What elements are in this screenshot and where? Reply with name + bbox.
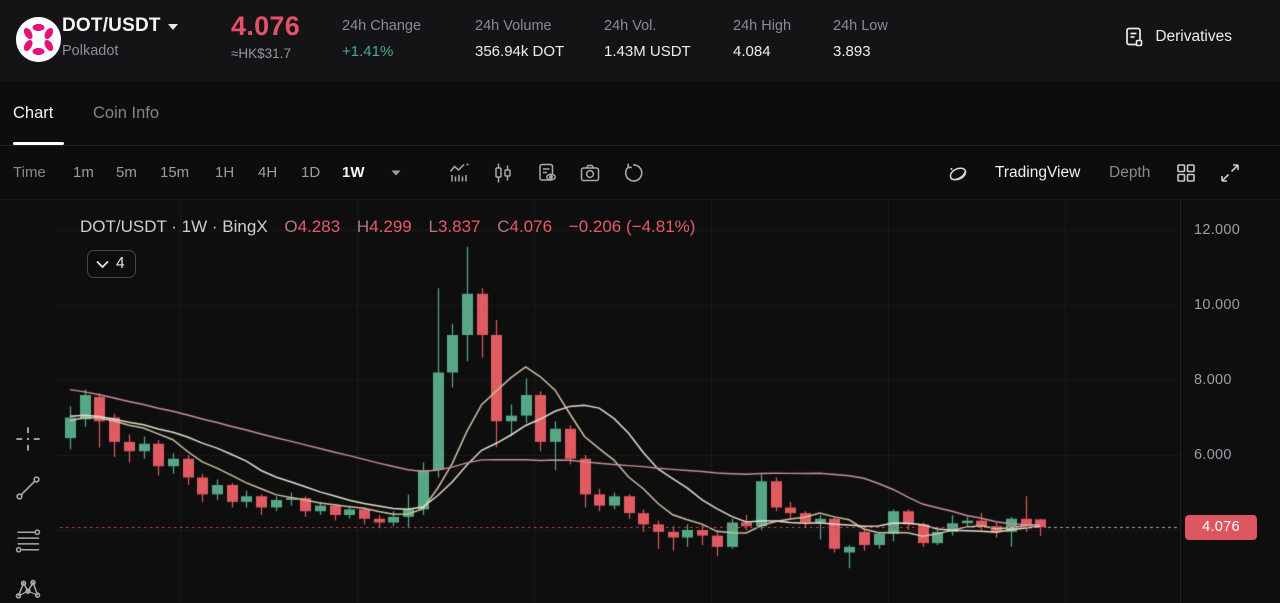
interval-15m[interactable]: 15m bbox=[160, 164, 190, 181]
stat-24h-vol-usdt: 24h Vol. 1.43M USDT bbox=[604, 18, 691, 60]
screenshot-icon[interactable] bbox=[579, 162, 601, 184]
legend-change: −0.206 (−4.81%) bbox=[568, 217, 696, 236]
pair-header: DOT/USDT Polkadot 4.076 ≈HK$31.7 24h Cha… bbox=[0, 0, 1280, 81]
derivatives-label: Derivatives bbox=[1155, 28, 1232, 45]
ohlc-close-label: C bbox=[497, 217, 510, 236]
xabcd-pattern-icon[interactable] bbox=[14, 576, 42, 603]
legend-title: DOT/USDT · 1W · BingX bbox=[80, 217, 268, 236]
interval-1w-active[interactable]: 1W bbox=[342, 164, 365, 181]
fullscreen-icon[interactable] bbox=[1219, 162, 1241, 184]
candlestick-chart[interactable] bbox=[56, 200, 1180, 603]
chart-provider-depth[interactable]: Depth bbox=[1109, 163, 1151, 181]
axis-tick: 10.000 bbox=[1194, 297, 1241, 313]
ohlc-high-label: H bbox=[356, 217, 370, 236]
axis-tick: 12.000 bbox=[1194, 222, 1241, 238]
reset-icon[interactable] bbox=[622, 162, 644, 184]
crosshair-icon[interactable] bbox=[14, 425, 42, 453]
indicators-icon[interactable] bbox=[448, 162, 470, 184]
axis-tick: 8.000 bbox=[1194, 372, 1232, 388]
ohlc-open-value: 4.283 bbox=[297, 217, 341, 236]
pair-selector[interactable]: DOT/USDT Polkadot bbox=[62, 15, 178, 59]
tab-coin-info[interactable]: Coin Info bbox=[93, 103, 160, 122]
ohlc-open-label: O bbox=[284, 217, 298, 236]
active-tab-underline bbox=[13, 142, 64, 145]
drawing-toolbar bbox=[0, 200, 56, 603]
interval-4h[interactable]: 4H bbox=[258, 164, 278, 181]
basic-chart-icon[interactable] bbox=[946, 162, 968, 184]
stat-24h-change: 24h Change +1.41% bbox=[342, 18, 422, 60]
ohlc-low-label: L bbox=[428, 217, 438, 236]
interval-5m[interactable]: 5m bbox=[116, 164, 137, 181]
derivatives-doc-icon bbox=[1126, 27, 1143, 47]
chevron-down-icon bbox=[96, 260, 109, 268]
last-price: 4.076 bbox=[231, 11, 301, 41]
chart-settings-icon[interactable] bbox=[536, 162, 558, 184]
candle-style-icon[interactable] bbox=[492, 162, 514, 184]
interval-dropdown-caret-icon[interactable] bbox=[390, 146, 402, 199]
price-axis[interactable]: 12.000 10.000 8.000 6.000 4.076 bbox=[1180, 200, 1280, 603]
stat-24h-volume: 24h Volume 356.94k DOT bbox=[475, 18, 565, 60]
hidden-indicator-count: 4 bbox=[116, 255, 125, 272]
interval-1m[interactable]: 1m bbox=[73, 164, 94, 181]
price-block: 4.076 ≈HK$31.7 bbox=[231, 11, 300, 61]
fib-retracement-icon[interactable] bbox=[14, 527, 42, 555]
polkadot-logo-icon bbox=[16, 17, 61, 62]
trend-line-icon[interactable] bbox=[14, 474, 42, 502]
pair-title: DOT/USDT bbox=[62, 15, 161, 36]
chart-toolbar: Time 1m 5m 15m 1H 4H 1D 1W bbox=[0, 146, 1280, 200]
fiat-price: ≈HK$31.7 bbox=[231, 46, 291, 61]
ohlc-high-value: 4.299 bbox=[369, 217, 412, 236]
last-price-tag: 4.076 bbox=[1185, 514, 1257, 540]
pair-dropdown-caret-icon bbox=[167, 24, 178, 30]
axis-tick: 6.000 bbox=[1194, 447, 1232, 463]
stat-24h-low: 24h Low 3.893 bbox=[833, 18, 888, 60]
stat-24h-high: 24h High 4.084 bbox=[733, 18, 792, 60]
interval-1d[interactable]: 1D bbox=[301, 164, 321, 181]
tab-chart[interactable]: Chart bbox=[13, 103, 54, 122]
derivatives-button[interactable]: Derivatives bbox=[1123, 26, 1232, 48]
ohlc-low-value: 3.837 bbox=[437, 217, 481, 236]
chart-region bbox=[0, 200, 1280, 603]
ohlc-close-value: 4.076 bbox=[509, 217, 553, 236]
chart-provider-tradingview[interactable]: TradingView bbox=[995, 163, 1081, 181]
chart-legend: DOT/USDT · 1W · BingX O4.283 H4.299 L3.8… bbox=[80, 217, 695, 237]
interval-1h[interactable]: 1H bbox=[215, 164, 235, 181]
pair-full-name: Polkadot bbox=[62, 43, 119, 59]
grid-layout-icon[interactable] bbox=[1175, 162, 1197, 184]
tab-bar: Chart Coin Info bbox=[0, 81, 1280, 146]
time-label: Time bbox=[13, 164, 46, 181]
indicator-collapse-chip[interactable]: 4 bbox=[87, 250, 136, 278]
